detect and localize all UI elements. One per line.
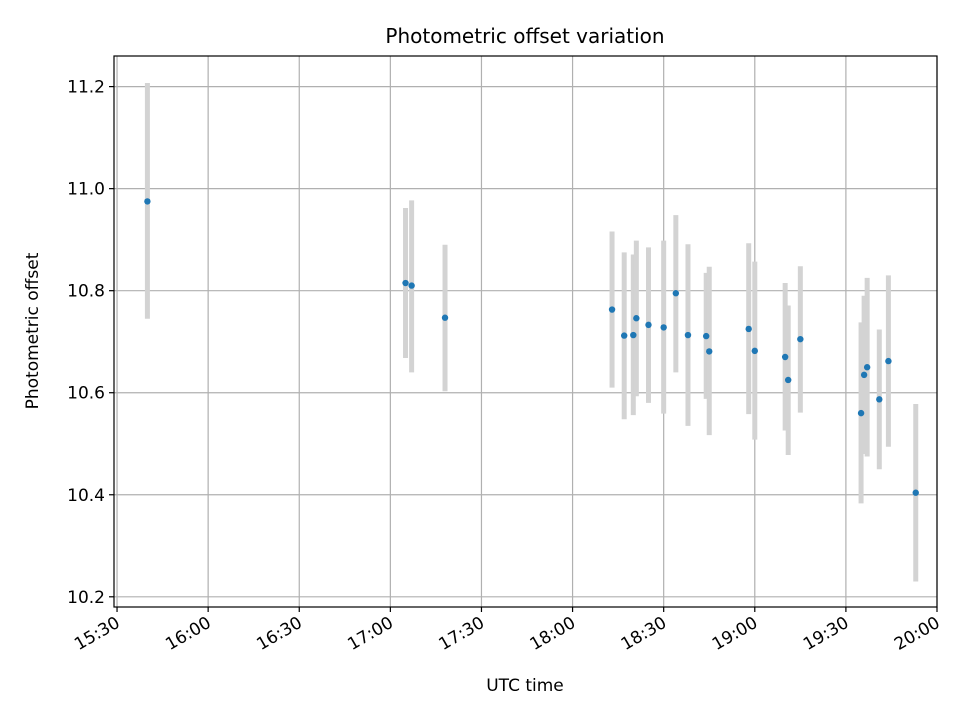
data-point xyxy=(876,396,883,403)
data-point xyxy=(745,325,752,333)
chart-title: Photometric offset variation xyxy=(385,24,664,48)
data-point xyxy=(633,315,640,322)
data-point xyxy=(684,331,692,339)
data-point xyxy=(912,489,919,496)
data-point xyxy=(645,321,652,329)
data-point xyxy=(797,335,804,343)
data-point xyxy=(860,371,868,379)
data-point xyxy=(751,347,758,355)
y-axis: 10.2 10.4 10.6 10.8 11.0 11.2 xyxy=(67,78,114,608)
data-point xyxy=(702,332,710,340)
y-tick-label: 10.2 xyxy=(67,588,105,608)
data-point xyxy=(784,376,792,384)
data-point xyxy=(441,314,449,321)
y-tick-label: 11.2 xyxy=(67,78,105,98)
data-point xyxy=(608,306,616,313)
data-point xyxy=(885,357,892,365)
data-points xyxy=(144,198,919,496)
data-point xyxy=(706,348,713,355)
x-axis-label: UTC time xyxy=(486,676,564,696)
y-axis-label: Photometric offset xyxy=(23,252,43,409)
data-point xyxy=(660,324,667,331)
data-point xyxy=(620,332,628,339)
y-tick-label: 11.0 xyxy=(67,180,105,200)
data-point xyxy=(144,198,151,205)
data-point xyxy=(630,331,637,339)
data-point xyxy=(402,279,409,287)
y-tick-label: 10.4 xyxy=(67,486,105,506)
y-tick-label: 10.8 xyxy=(67,282,105,302)
data-point xyxy=(857,409,865,417)
data-point xyxy=(863,364,871,371)
y-tick-label: 10.6 xyxy=(67,384,105,404)
data-point xyxy=(408,282,415,289)
data-point xyxy=(781,353,789,361)
data-point xyxy=(672,290,680,297)
plot-frame xyxy=(113,55,938,608)
